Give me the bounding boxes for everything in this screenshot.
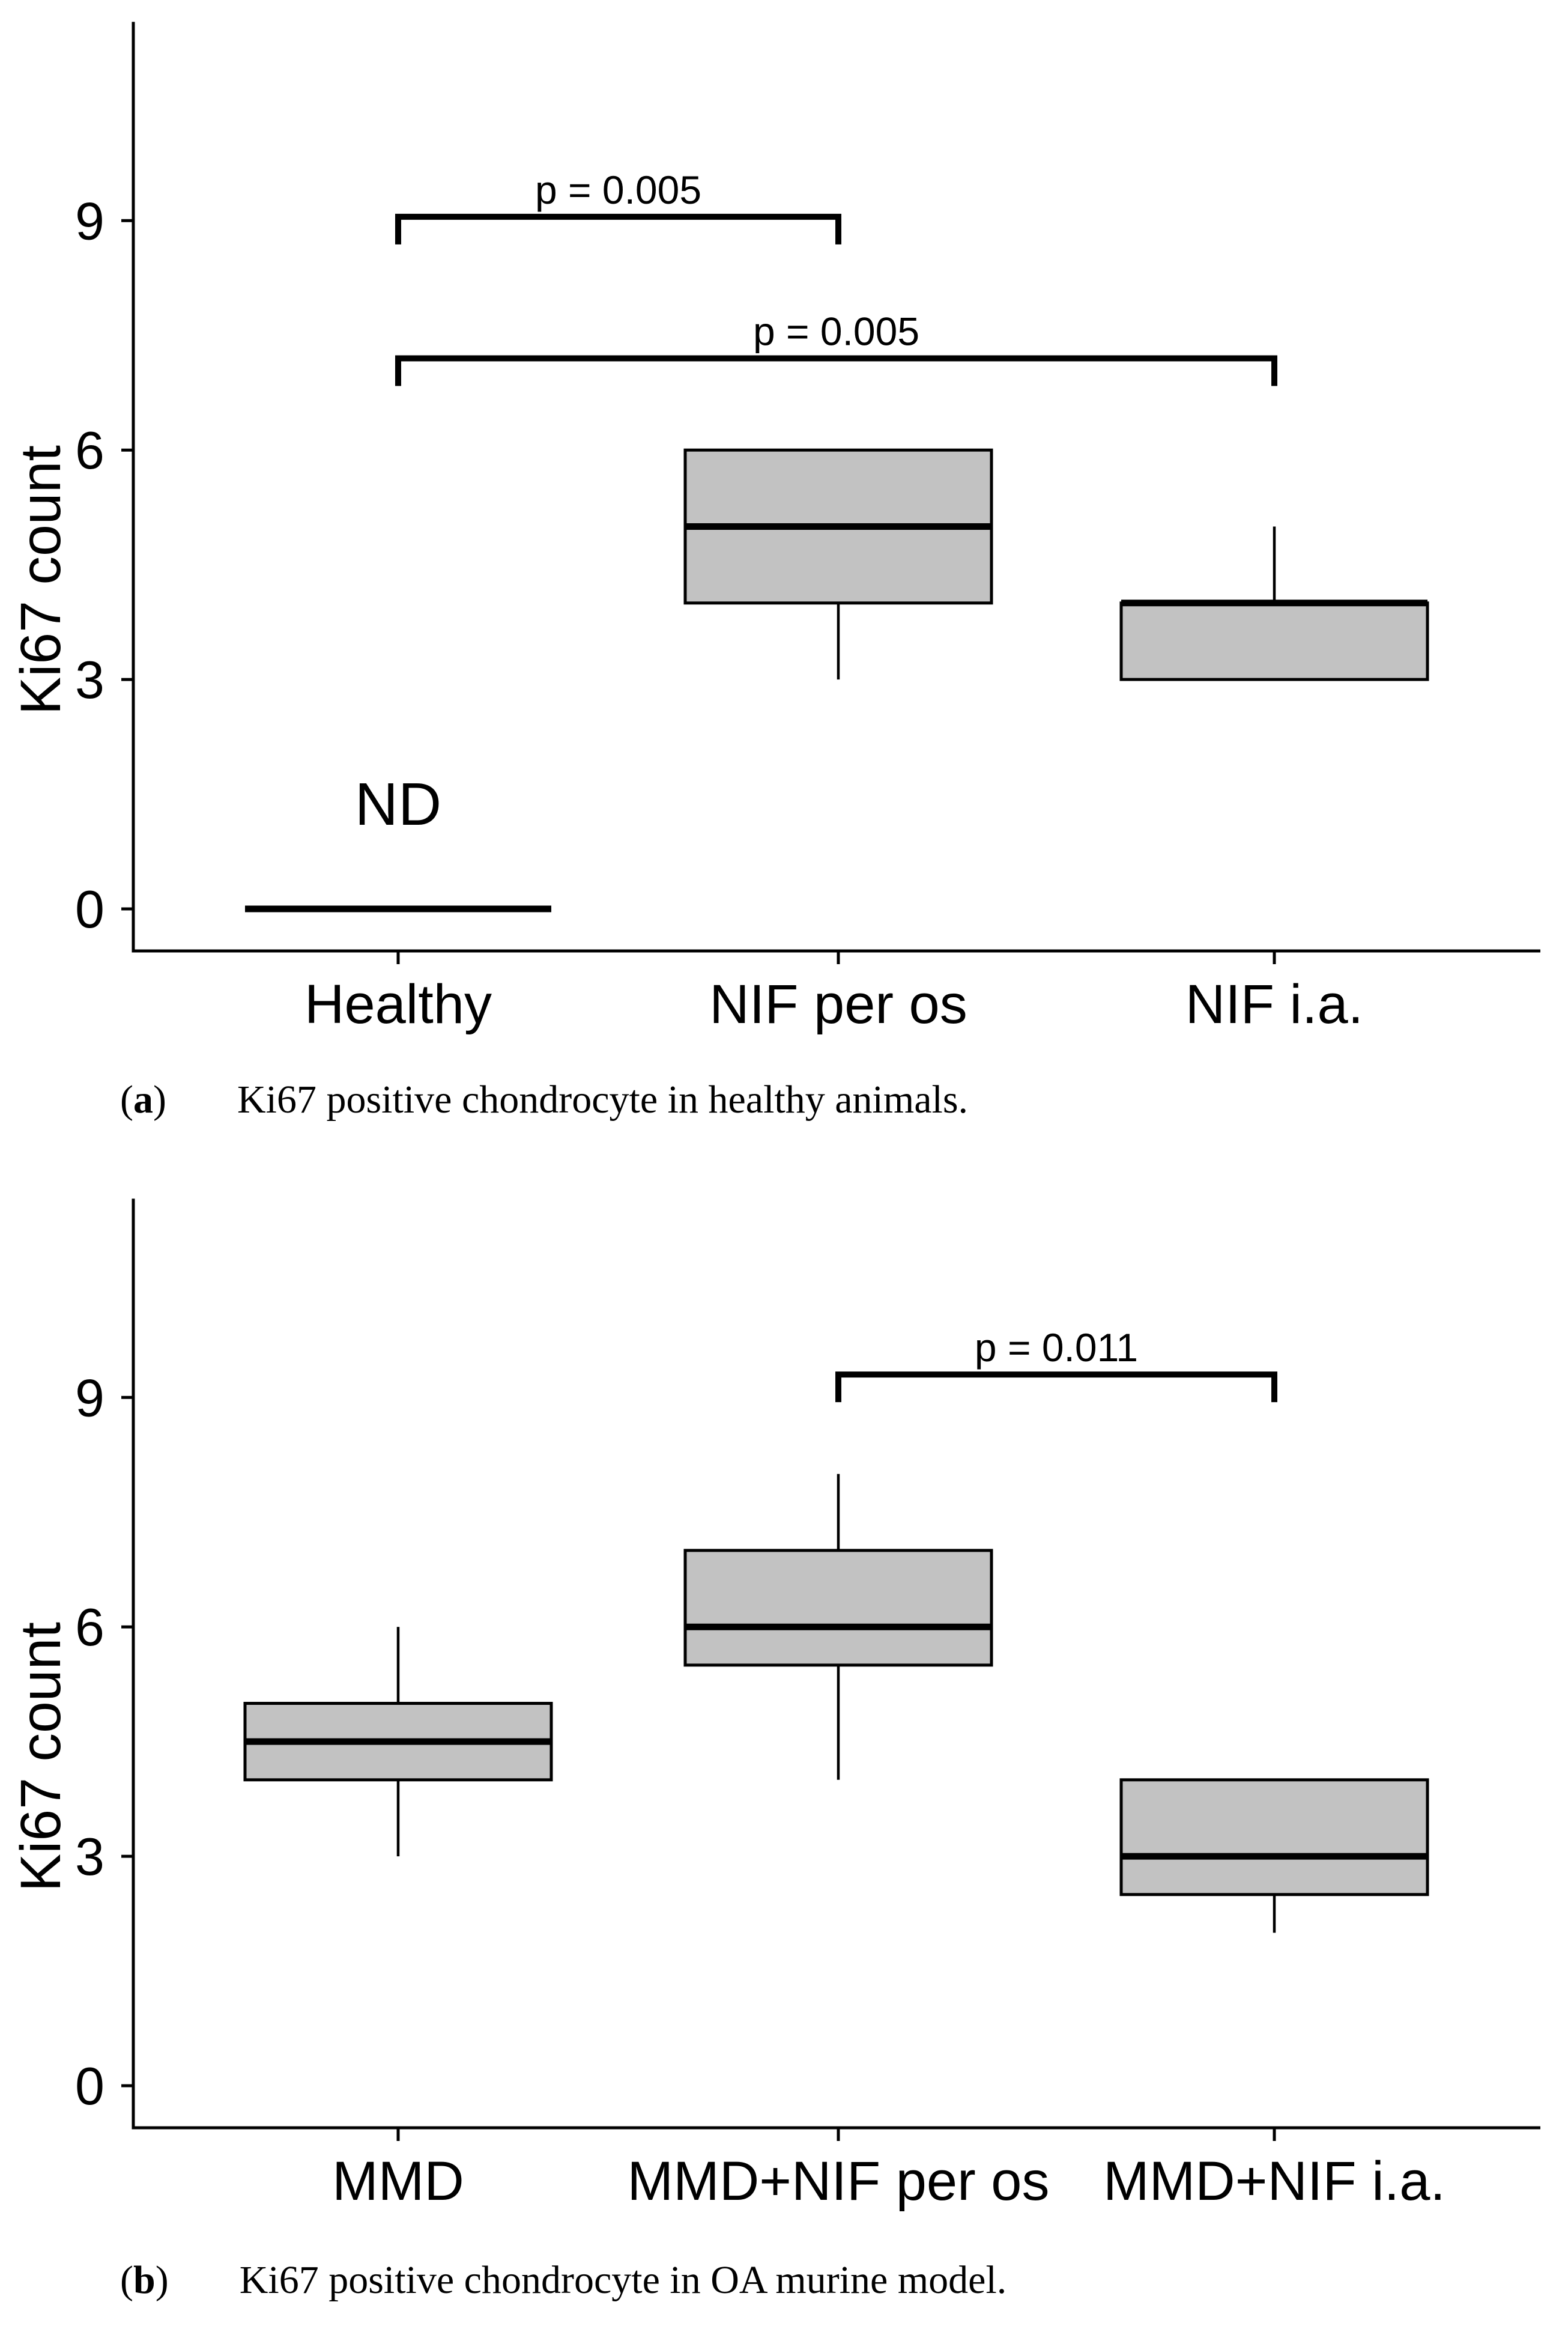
panel-b-caption: (b) Ki67 positive chondrocyte in OA muri… bbox=[120, 2258, 1006, 2303]
panel-a-caption-text: Ki67 positive chondrocyte in healthy ani… bbox=[237, 1078, 969, 1122]
significance-label-2: p = 0.005 bbox=[753, 309, 919, 353]
y-tick-label-6: 6 bbox=[75, 421, 104, 480]
y-tick-label-0: 0 bbox=[75, 2056, 104, 2116]
panel-a-caption-tag: (a) bbox=[120, 1078, 166, 1122]
significance-bracket-2-healthy-vs-nif-i-a bbox=[395, 355, 1277, 386]
panel-b-caption-tag: (b) bbox=[120, 2258, 169, 2302]
y-tick-label-9: 9 bbox=[75, 191, 104, 251]
significance-label-1: p = 0.005 bbox=[535, 168, 701, 212]
significance-label-1: p = 0.011 bbox=[975, 1325, 1138, 1370]
significance-bracket-1-healthy-vs-nif-per-os bbox=[395, 213, 841, 244]
x-tick-label-healthy: Healthy bbox=[304, 974, 492, 1035]
box-nif-i-a bbox=[1119, 601, 1429, 681]
x-tick-label-mmd-nif-per-os: MMD+NIF per os bbox=[628, 2151, 1050, 2212]
panel-a-caption-letter: a bbox=[133, 1078, 153, 1122]
x-tick-label-nif-per-os: NIF per os bbox=[709, 974, 967, 1035]
y-axis-title: Ki67 count bbox=[9, 1622, 73, 1892]
panel-b-caption-letter: b bbox=[133, 2258, 156, 2302]
panel-a-caption: (a) Ki67 positive chondrocyte in healthy… bbox=[120, 1077, 968, 1123]
x-tick-label-nif-i-a: NIF i.a. bbox=[1185, 974, 1363, 1035]
y-tick-label-9: 9 bbox=[75, 1368, 104, 1427]
nd-label-healthy: ND bbox=[355, 771, 441, 838]
significance-bracket-1-mmd-nif-per-os-vs-mmd-nif-i-a bbox=[835, 1371, 1277, 1403]
y-tick-label-0: 0 bbox=[75, 879, 104, 939]
box-mmd-nif-i-a bbox=[1119, 1778, 1429, 1896]
x-tick-label-mmd: MMD bbox=[332, 2151, 464, 2212]
panel-b-caption-text: Ki67 positive chondrocyte in OA murine m… bbox=[239, 2258, 1007, 2302]
box-mmd-nif-per-os bbox=[683, 1549, 993, 1667]
y-axis-title: Ki67 count bbox=[9, 445, 73, 715]
y-tick-label-3: 3 bbox=[75, 650, 104, 709]
x-tick-label-mmd-nif-i-a: MMD+NIF i.a. bbox=[1103, 2151, 1445, 2212]
y-tick-label-3: 3 bbox=[75, 1827, 104, 1886]
y-tick-label-6: 6 bbox=[75, 1597, 104, 1657]
